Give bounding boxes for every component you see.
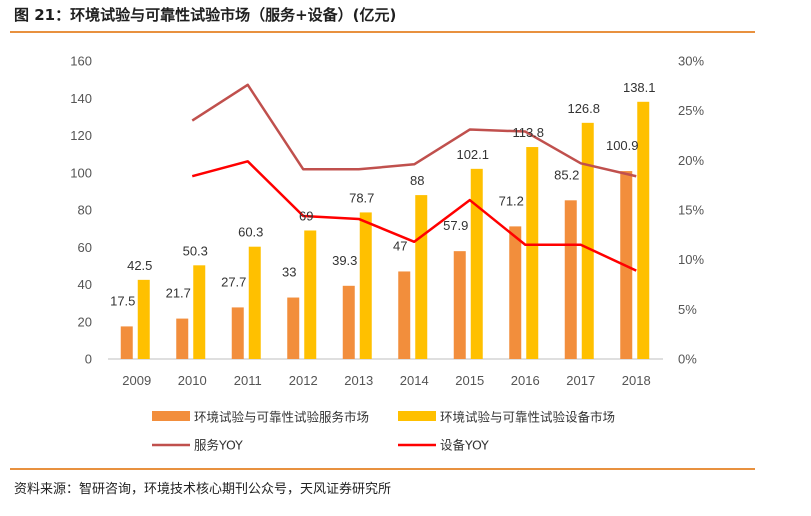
bar-equipment xyxy=(415,195,428,359)
legend-label: 设备YOY xyxy=(440,438,489,453)
x-tick-label: 2012 xyxy=(289,373,318,388)
x-tick-label: 2015 xyxy=(455,373,484,388)
footer-divider xyxy=(10,468,755,470)
legend-swatch xyxy=(152,411,190,421)
bar-service xyxy=(231,307,244,359)
bar-value-label: 21.7 xyxy=(166,286,191,301)
x-tick-label: 2018 xyxy=(622,373,651,388)
bar-equipment xyxy=(193,265,206,359)
bar-value-label: 71.2 xyxy=(499,193,524,208)
y-right-tick-label: 10% xyxy=(678,252,704,267)
bar-equipment xyxy=(581,122,594,360)
bar-equipment xyxy=(304,230,317,359)
bar-equipment xyxy=(526,147,539,359)
bar-series xyxy=(120,101,650,360)
bar-value-label: 60.3 xyxy=(238,225,263,240)
bar-service xyxy=(120,326,133,359)
bar-service xyxy=(342,285,355,359)
y-left-tick-label: 80 xyxy=(78,203,92,218)
bar-equipment xyxy=(248,246,261,359)
y-right-tick-label: 15% xyxy=(678,203,704,218)
legend-label: 环境试验与可靠性试验设备市场 xyxy=(440,410,615,425)
line-series xyxy=(191,83,637,272)
bar-service xyxy=(564,200,577,359)
x-tick-label: 2014 xyxy=(400,373,429,388)
bar-value-label: 138.1 xyxy=(623,80,656,95)
bar-service xyxy=(287,297,300,359)
bar-service xyxy=(176,318,189,359)
y-left-tick-label: 140 xyxy=(70,91,92,106)
bar-service xyxy=(398,271,411,359)
bar-data-labels: 17.5 21.7 27.7 33 39.3 47 57.9 71.2 85.2 100.9 42.… xyxy=(110,80,655,309)
bar-value-label: 100.9 xyxy=(606,138,639,153)
bar-equipment xyxy=(359,212,372,359)
y-left-tick-label: 100 xyxy=(70,165,92,180)
legend-swatch xyxy=(398,411,436,421)
y-right-tick-label: 30% xyxy=(678,54,704,69)
bar-value-label: 27.7 xyxy=(221,274,246,289)
bar-value-label: 126.8 xyxy=(567,101,600,116)
x-tick-label: 2010 xyxy=(178,373,207,388)
bar-value-label: 113.8 xyxy=(512,125,544,140)
line-service-yoy xyxy=(191,83,637,178)
x-tick-label: 2013 xyxy=(344,373,373,388)
x-tick-label: 2009 xyxy=(122,373,151,388)
bar-value-label: 102.1 xyxy=(456,147,489,162)
y-axis-right-ticks: 0% 5% 10% 15% 20% 25% 30% xyxy=(678,54,704,367)
x-axis-ticks: 2009 2010 2011 2012 2013 2014 2015 2016 2017 2018 xyxy=(122,373,650,388)
y-right-tick-label: 0% xyxy=(678,352,697,367)
bar-equipment xyxy=(470,168,483,359)
y-right-tick-label: 5% xyxy=(678,302,697,317)
y-left-tick-label: 120 xyxy=(70,128,92,143)
source-note: 资料来源：智研咨询，环境技术核心期刊公众号，天风证券研究所 xyxy=(14,482,392,497)
x-tick-label: 2011 xyxy=(234,373,262,388)
bar-service xyxy=(453,251,466,359)
y-left-tick-label: 20 xyxy=(78,314,92,329)
y-right-tick-label: 25% xyxy=(678,103,704,118)
y-left-tick-label: 160 xyxy=(70,54,92,69)
chart-title: 图 21：环境试验与可靠性试验市场（服务+设备）(亿元) xyxy=(14,6,397,24)
y-left-tick-label: 40 xyxy=(78,277,92,292)
y-axis-left-ticks: 0 20 40 60 80 100 120 140 160 xyxy=(70,54,92,367)
x-tick-label: 2017 xyxy=(566,373,595,388)
bar-value-label: 50.3 xyxy=(183,243,208,258)
y-left-tick-label: 60 xyxy=(78,240,92,255)
combo-chart: 0 20 40 60 80 100 120 140 160 0% 5% 10% 15% 20% 25% 30… xyxy=(70,54,704,453)
y-left-tick-label: 0 xyxy=(85,352,92,367)
bar-equipment xyxy=(637,101,650,359)
bar-equipment xyxy=(137,279,150,359)
bar-value-label: 78.7 xyxy=(349,190,374,205)
x-tick-label: 2016 xyxy=(511,373,540,388)
bar-value-label: 17.5 xyxy=(110,293,135,308)
bar-value-label: 47 xyxy=(393,238,407,253)
bar-value-label: 88 xyxy=(410,173,424,188)
bar-value-label: 57.9 xyxy=(443,218,468,233)
bar-value-label: 69 xyxy=(299,208,313,223)
legend-label: 环境试验与可靠性试验服务市场 xyxy=(194,410,369,425)
line-equipment-yoy xyxy=(191,160,637,272)
bar-value-label: 33 xyxy=(282,265,296,280)
y-right-tick-label: 20% xyxy=(678,153,704,168)
bar-value-label: 85.2 xyxy=(554,167,579,182)
bar-value-label: 39.3 xyxy=(332,253,357,268)
bar-service xyxy=(509,226,522,359)
bar-value-label: 42.5 xyxy=(127,258,152,273)
title-divider xyxy=(10,31,755,33)
legend-label: 服务YOY xyxy=(194,438,243,453)
